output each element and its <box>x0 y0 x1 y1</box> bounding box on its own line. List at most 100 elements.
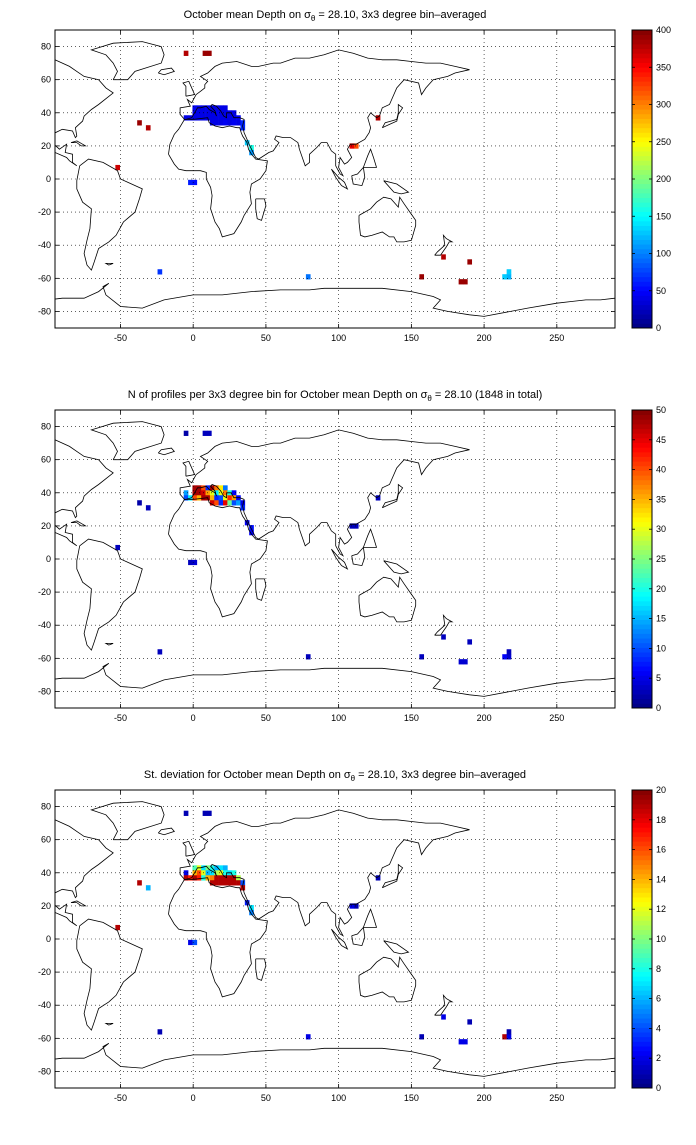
colorbar-segment <box>632 451 652 457</box>
colorbar-segment <box>632 878 652 884</box>
colorbar-segment <box>632 582 652 588</box>
colorbar-segment <box>632 137 652 143</box>
colorbar-segment <box>632 915 652 921</box>
data-cell <box>157 649 163 655</box>
data-cell <box>183 490 189 496</box>
coastline <box>363 528 378 548</box>
colorbar-segment <box>632 670 652 676</box>
colorbar-segment <box>632 95 652 101</box>
colorbar-tick-label: 35 <box>656 494 666 504</box>
colorbar-segment <box>632 897 652 903</box>
y-tick-label: 40 <box>41 108 51 118</box>
data-cell <box>227 875 233 881</box>
colorbar-segment <box>632 563 652 569</box>
colorbar: 0 50 100 150 200 250 300 350 400 <box>631 25 671 333</box>
y-tick-label: 20 <box>41 141 51 151</box>
colorbar: 0 2 4 6 8 10 12 14 16 18 20 <box>631 785 666 1093</box>
colorbar-segment <box>632 939 652 945</box>
colorbar-segment <box>632 799 652 805</box>
data-cell <box>463 279 468 285</box>
colorbar-segment <box>632 272 652 278</box>
colorbar-segment <box>632 568 652 574</box>
data-cell <box>214 485 219 491</box>
colorbar-segment <box>632 188 652 194</box>
data-cell <box>209 115 215 121</box>
y-tick-label: -20 <box>38 207 51 217</box>
coastline <box>55 59 114 167</box>
colorbar-segment <box>632 165 652 171</box>
colorbar-segment <box>632 323 652 329</box>
data-cell <box>249 905 254 911</box>
x-tick-label: 200 <box>477 333 492 343</box>
coastline <box>182 80 196 97</box>
colorbar-tick-label: 10 <box>656 934 666 944</box>
coastline <box>358 956 417 1003</box>
data-cell <box>227 500 233 506</box>
panel-title: N of profiles per 3x3 degree bin for Oct… <box>128 389 543 403</box>
y-tick-label: -20 <box>38 967 51 977</box>
colorbar-segment <box>632 680 652 686</box>
coastline <box>434 614 454 636</box>
coastline <box>104 262 114 266</box>
colorbar-segment <box>632 300 652 306</box>
colorbar-tick-label: 45 <box>656 435 666 445</box>
data-cell <box>506 1034 512 1040</box>
data-cell <box>502 654 507 660</box>
colorbar-segment <box>632 475 652 481</box>
data-cell <box>192 865 198 871</box>
coastline <box>55 662 615 697</box>
colorbar-segment <box>632 489 652 495</box>
data-cell <box>207 810 212 816</box>
colorbar-segment <box>632 666 652 672</box>
data-cell <box>375 875 381 881</box>
data-cell <box>192 559 198 566</box>
colorbar-segment <box>632 990 652 996</box>
colorbar-segment <box>632 447 652 453</box>
colorbar-segment <box>632 479 652 485</box>
colorbar-tick-label: 150 <box>656 211 671 221</box>
data-cell <box>145 885 151 891</box>
colorbar-segment <box>632 1074 652 1080</box>
data-cell <box>202 810 208 816</box>
colorbar-tick-label: 5 <box>656 673 661 683</box>
colorbar-segment <box>632 123 652 129</box>
data-cell <box>223 490 228 496</box>
coastline <box>351 166 366 187</box>
colorbar-segment <box>632 883 652 889</box>
x-tick-label: 0 <box>191 1093 196 1103</box>
data-cell <box>209 875 215 881</box>
y-tick-label: 40 <box>41 488 51 498</box>
colorbar-segment <box>632 1078 652 1084</box>
data-cell <box>458 1039 464 1045</box>
coastline <box>255 578 267 601</box>
data-cell <box>137 500 142 506</box>
colorbar-segment <box>632 549 652 555</box>
y-tick-label: -80 <box>38 686 51 696</box>
colorbar-segment <box>632 684 652 690</box>
coastline <box>168 497 268 618</box>
data-cell <box>183 430 189 436</box>
colorbar-segment <box>632 675 652 681</box>
data-cell <box>183 495 189 501</box>
colorbar-segment <box>632 661 652 667</box>
colorbar-segment <box>632 1064 652 1070</box>
coastline <box>70 520 87 527</box>
data-cell <box>236 500 241 506</box>
colorbar: 0 5 10 15 20 25 30 35 40 45 50 <box>631 405 666 713</box>
colorbar-segment <box>632 258 652 264</box>
data-cell <box>201 105 206 111</box>
colorbar-segment <box>632 948 652 954</box>
colorbar-segment <box>632 127 652 133</box>
colorbar-segment <box>632 808 652 814</box>
colorbar-segment <box>632 202 652 208</box>
coastline <box>90 421 165 461</box>
y-tick-label: 0 <box>46 554 51 564</box>
colorbar-segment <box>632 633 652 639</box>
colorbar-segment <box>632 1050 652 1056</box>
colorbar-segment <box>632 841 652 847</box>
coastline <box>90 801 165 841</box>
colorbar-segment <box>632 43 652 50</box>
x-tick-label: -50 <box>114 333 127 343</box>
colorbar-segment <box>632 517 652 523</box>
